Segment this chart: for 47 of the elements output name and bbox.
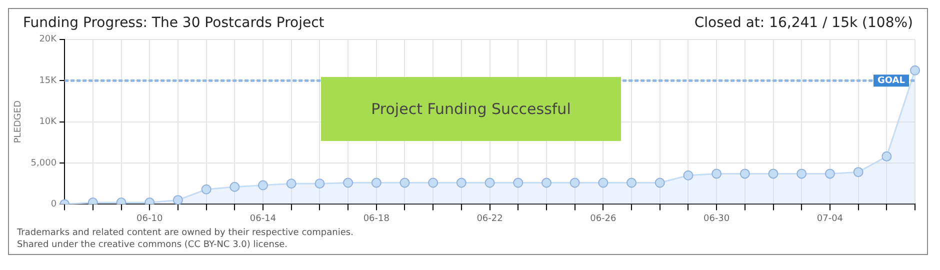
x-tick-label: 06-30 bbox=[703, 214, 730, 224]
point bbox=[768, 168, 778, 179]
point bbox=[853, 167, 864, 178]
x-tick-label: 06-10 bbox=[136, 214, 163, 224]
y-tick-label: 5,000 bbox=[30, 158, 57, 168]
point bbox=[654, 178, 665, 188]
point bbox=[400, 178, 410, 188]
point bbox=[740, 168, 750, 179]
point bbox=[258, 180, 268, 190]
x-tick-label: 06-18 bbox=[363, 214, 390, 224]
y-tick-label: 0 bbox=[50, 200, 57, 210]
point bbox=[201, 184, 212, 194]
point bbox=[796, 168, 807, 179]
x-tick-label: 06-14 bbox=[250, 214, 276, 224]
y-tick-label: 20K bbox=[39, 34, 58, 45]
point bbox=[428, 178, 438, 188]
point bbox=[570, 178, 580, 188]
point bbox=[172, 195, 183, 204]
point bbox=[683, 170, 694, 180]
text: Trademarks and related content are owned by their respective companies. bbox=[17, 227, 354, 239]
success-banner: Project Funding Successful bbox=[321, 77, 621, 141]
point bbox=[343, 178, 354, 188]
ref-line-label: GOAL bbox=[878, 76, 906, 86]
point bbox=[371, 178, 382, 188]
x-tick-label: 07-04 bbox=[816, 214, 844, 224]
y-tick-label: 15K bbox=[39, 76, 58, 86]
point bbox=[712, 168, 722, 179]
chart-title: Funding Progress: The 30 Postcards Project bbox=[23, 15, 324, 31]
point bbox=[314, 178, 325, 189]
point bbox=[626, 178, 637, 188]
point bbox=[456, 178, 466, 188]
text: Shared under the creative commons (CC BY-NC 3.0) license. bbox=[17, 239, 289, 251]
point bbox=[882, 151, 892, 162]
x-tick-label: 06-26 bbox=[590, 214, 617, 224]
point bbox=[910, 65, 920, 76]
point bbox=[598, 178, 608, 188]
point bbox=[230, 182, 240, 192]
y-tick-label: 10K bbox=[39, 117, 58, 128]
point bbox=[286, 178, 296, 189]
point bbox=[484, 178, 495, 188]
y-axis-title: PLEDGED bbox=[14, 100, 24, 144]
x-tick-label: 06-22 bbox=[476, 214, 503, 224]
point bbox=[541, 178, 552, 188]
chart-subtitle: Closed at: 16,241 / 15k (108%) bbox=[694, 15, 913, 31]
point bbox=[824, 168, 835, 179]
point bbox=[513, 178, 524, 188]
annotation: Project Funding Successful bbox=[371, 100, 571, 118]
